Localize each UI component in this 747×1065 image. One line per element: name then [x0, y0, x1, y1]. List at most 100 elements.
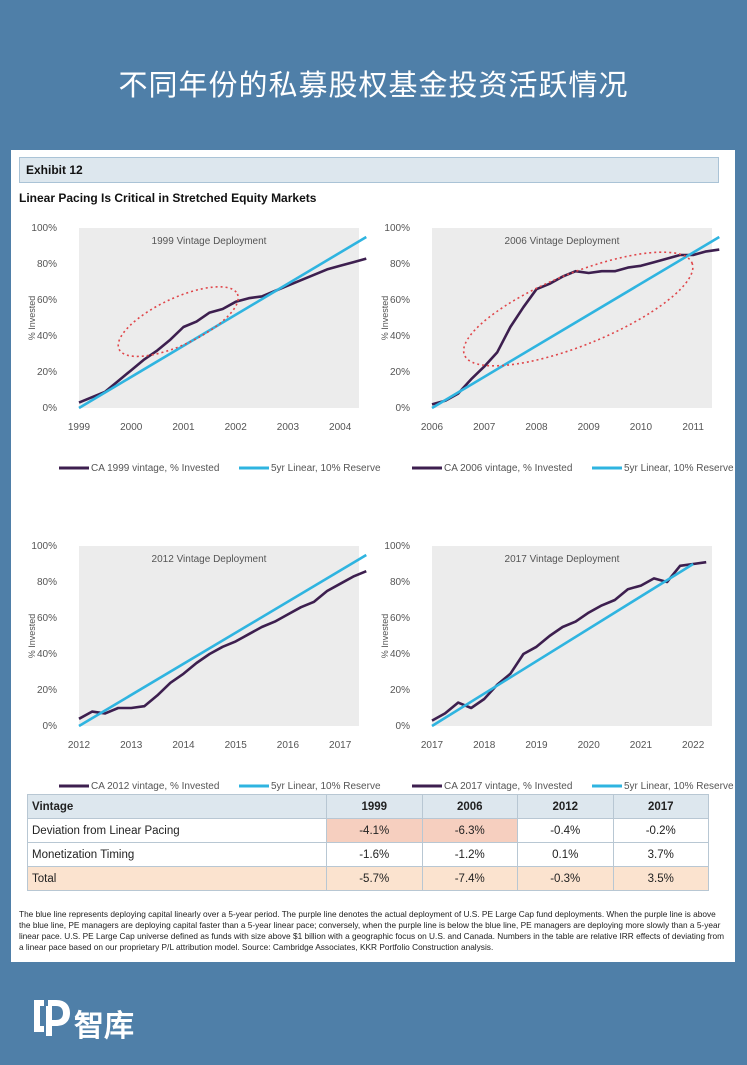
row-label: Deviation from Linear Pacing [27, 818, 327, 843]
series-line-linear [78, 235, 367, 410]
x-tick-label: 2016 [277, 740, 300, 751]
legend-label-linear: 5yr Linear, 10% Reserve [271, 463, 381, 474]
y-tick-label: 100% [31, 541, 57, 552]
x-tick-label: 2006 [421, 422, 444, 433]
y-tick-label: 80% [37, 259, 57, 270]
table-cell: -4.1% [326, 818, 423, 843]
y-tick-label: 80% [390, 259, 410, 270]
brand-name: 智库 [74, 1009, 134, 1044]
table-cell: 0.1% [517, 842, 614, 867]
table-cell: -7.4% [421, 866, 518, 891]
x-tick-label: 2015 [225, 740, 248, 751]
chart-2006: 2006 Vintage Deployment 0% 20% 40% 60% 80% 100… [372, 218, 734, 518]
plot-area [79, 228, 359, 408]
x-tick-label: 2013 [120, 740, 143, 751]
page-title: 不同年份的私募股权基金投资活跃情况 [118, 68, 629, 102]
table-cell: -0.2% [612, 818, 709, 843]
table-header-row: Vintage 1999 2006 2012 2017 [27, 794, 709, 819]
y-tick-label: 0% [43, 721, 58, 732]
table-row: Monetization Timing -1.6% -1.2% 0.1% 3.7… [27, 842, 709, 867]
y-tick-label: 20% [390, 685, 410, 696]
chart-2012: 2012 Vintage Deployment 0% 20% 40% 60% 80% 100… [19, 536, 381, 836]
y-tick-label: 100% [384, 223, 410, 234]
y-tick-label: 60% [390, 295, 410, 306]
series-line-linear [431, 235, 720, 410]
y-tick-label: 100% [31, 223, 57, 234]
y-tick-label: 100% [384, 541, 410, 552]
highlight-ellipse [462, 251, 694, 367]
y-tick-label: 40% [390, 649, 410, 660]
x-tick-label: 2017 [329, 740, 352, 751]
x-tick-label: 2011 [682, 422, 704, 433]
x-tick-label: 2004 [329, 422, 352, 433]
y-tick-label: 0% [396, 721, 411, 732]
attribution-table: Vintage 1999 2006 2012 2017 Deviation fr… [27, 794, 709, 891]
x-tick-label: 2010 [630, 422, 653, 433]
plot-area [432, 228, 712, 408]
y-tick-label: 0% [43, 403, 58, 414]
brand-logo-icon [30, 996, 72, 1045]
table-header: 2006 [421, 794, 518, 819]
x-tick-label: 2007 [473, 422, 496, 433]
legend-label-actual: CA 2012 vintage, % Invested [91, 781, 219, 792]
y-tick-label: 40% [390, 331, 410, 342]
table-cell: -0.4% [517, 818, 614, 843]
x-tick-label: 2017 [421, 740, 444, 751]
x-tick-label: 2009 [578, 422, 601, 433]
y-tick-label: 20% [37, 367, 57, 378]
row-label: Total [27, 866, 327, 891]
x-tick-label: 2003 [277, 422, 300, 433]
footnote: The blue line represents deploying capit… [19, 909, 725, 952]
x-tick-label: 2012 [68, 740, 91, 751]
y-tick-label: 80% [37, 577, 57, 588]
y-axis-label: % Invested [27, 614, 37, 659]
x-tick-label: 2008 [525, 422, 548, 433]
x-tick-label: 2001 [172, 422, 195, 433]
chart-svg: 1999 Vintage Deployment 0% 20% 40% 60% 80% 100… [27, 223, 381, 474]
y-tick-label: 60% [37, 613, 57, 624]
series-line-actual [78, 257, 367, 404]
series-line-linear [431, 562, 694, 728]
x-tick-label: 2018 [473, 740, 496, 751]
chart-svg: 2012 Vintage Deployment 0% 20% 40% 60% 80% 100… [27, 541, 381, 792]
y-tick-label: 80% [390, 577, 410, 588]
exhibit-label: Exhibit 12 [26, 163, 83, 177]
y-axis-label: % Invested [380, 296, 390, 341]
chart-svg: 2006 Vintage Deployment 0% 20% 40% 60% 80% 100… [380, 223, 734, 474]
y-axis-label: % Invested [27, 296, 37, 341]
table-cell: -1.6% [326, 842, 423, 867]
table-cell: -6.3% [421, 818, 518, 843]
legend-label-linear: 5yr Linear, 10% Reserve [624, 781, 734, 792]
table-cell: -5.7% [326, 866, 423, 891]
chart-svg: 2017 Vintage Deployment 0% 20% 40% 60% 80% 100… [380, 541, 734, 792]
chart-2017: 2017 Vintage Deployment 0% 20% 40% 60% 80% 100… [372, 536, 734, 836]
legend-label-actual: CA 1999 vintage, % Invested [91, 463, 219, 474]
table-cell: 3.7% [612, 842, 709, 867]
chart-1999: 1999 Vintage Deployment 0% 20% 40% 60% 80% 100… [19, 218, 381, 518]
x-tick-label: 2002 [225, 422, 248, 433]
legend-label-actual: CA 2006 vintage, % Invested [444, 463, 572, 474]
y-tick-label: 60% [390, 613, 410, 624]
x-tick-label: 2019 [525, 740, 548, 751]
legend-label-linear: 5yr Linear, 10% Reserve [271, 781, 381, 792]
x-tick-label: 2022 [682, 740, 705, 751]
row-label: Monetization Timing [27, 842, 327, 867]
highlight-ellipse [117, 285, 240, 358]
y-tick-label: 40% [37, 331, 57, 342]
y-axis-label: % Invested [380, 614, 390, 659]
series-line-linear [78, 553, 367, 728]
series-line-actual [431, 248, 720, 406]
chart-title: 2006 Vintage Deployment [505, 236, 620, 247]
x-tick-label: 2021 [630, 740, 653, 751]
table-cell: -0.3% [517, 866, 614, 891]
exhibit-header: Exhibit 12 [19, 157, 719, 183]
legend-label-linear: 5yr Linear, 10% Reserve [624, 463, 734, 474]
x-tick-label: 2020 [578, 740, 601, 751]
series-line-actual [431, 560, 707, 722]
table-cell: 3.5% [612, 866, 709, 891]
plot-area [79, 546, 359, 726]
table-header: 1999 [326, 794, 423, 819]
y-tick-label: 20% [37, 685, 57, 696]
y-tick-label: 60% [37, 295, 57, 306]
chart-title: 2012 Vintage Deployment [152, 554, 267, 565]
